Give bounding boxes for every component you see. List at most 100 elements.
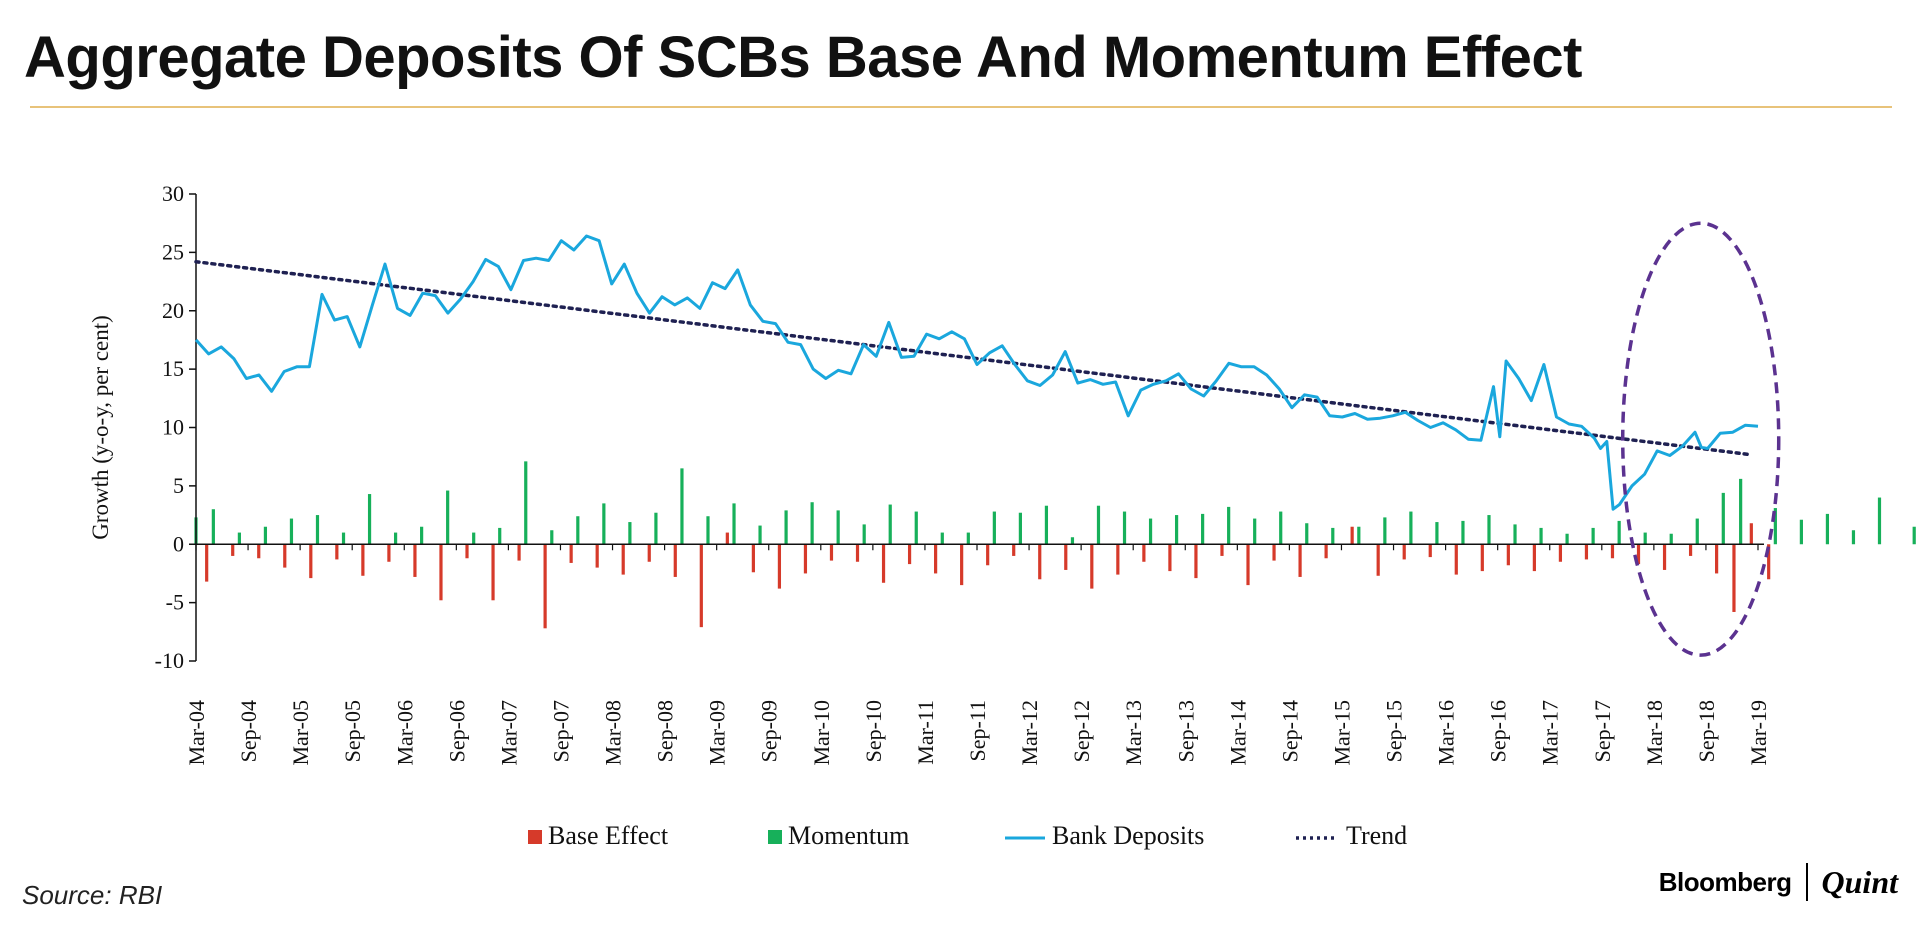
base-effect-bar	[1116, 544, 1120, 575]
momentum-bar	[1487, 515, 1491, 545]
base-effect-bar	[1610, 544, 1615, 559]
base-effect-bar	[803, 544, 808, 574]
base-effect-bar	[439, 544, 443, 601]
momentum-bar	[237, 532, 241, 545]
momentum-bar	[628, 522, 632, 545]
x-tick-label: Mar-17	[1538, 700, 1563, 766]
x-tick-label: Mar-13	[1121, 700, 1146, 766]
legend-momentum-label: Momentum	[788, 821, 909, 850]
x-tick-label: Sep-11	[965, 700, 990, 762]
momentum-bar	[1721, 492, 1725, 545]
x-tick-label: Sep-14	[1277, 700, 1302, 762]
chart-title: Aggregate Deposits Of SCBs Base And Mome…	[24, 25, 1582, 90]
momentum-bar	[1435, 522, 1439, 545]
momentum-bar	[263, 526, 268, 545]
base-effect-bar	[986, 544, 990, 566]
x-tick-label: Mar-08	[601, 700, 626, 766]
base-effect-bar	[413, 544, 417, 577]
base-effect-bar	[1168, 544, 1172, 572]
momentum-bar	[914, 511, 918, 545]
y-tick-label: 5	[173, 473, 184, 498]
momentum-bar	[1825, 513, 1830, 545]
momentum-bar	[1877, 497, 1882, 545]
momentum-bar	[1799, 519, 1803, 545]
legend-base-effect: Base Effect	[528, 821, 669, 850]
momentum-bar	[1227, 506, 1231, 545]
momentum-bar	[1617, 520, 1621, 545]
x-tick-label: Mar-09	[705, 700, 730, 766]
momentum-bar	[732, 503, 736, 545]
y-tick-label: 15	[162, 356, 184, 381]
x-tick-label: Mar-11	[913, 700, 938, 765]
base-effect-bar	[1402, 544, 1406, 560]
x-tick-label: Mar-04	[184, 700, 209, 766]
y-axis-label: Growth (y-o-y, per cent)	[88, 315, 113, 540]
x-tick-label: Mar-06	[392, 700, 417, 766]
momentum-bar	[940, 532, 944, 545]
trend-line	[194, 259, 1750, 457]
momentum-bar	[758, 525, 762, 545]
base-effect-bar	[621, 544, 625, 575]
x-tick-label: Sep-06	[444, 700, 469, 762]
base-effect-bar	[1480, 544, 1484, 572]
base-effect-bar	[595, 544, 599, 568]
momentum-bar	[1539, 527, 1543, 545]
base-effect-bar	[1732, 544, 1736, 612]
base-effect-bar	[465, 544, 469, 559]
momentum-bar	[1357, 526, 1361, 545]
base-effect-bar	[855, 544, 860, 562]
base-effect-bar	[1012, 544, 1016, 556]
base-effect-bar	[1558, 544, 1563, 562]
base-effect-bar	[517, 544, 521, 561]
base-effect-bar	[1636, 544, 1641, 565]
momentum-bar	[498, 527, 502, 545]
momentum-bar	[1591, 527, 1595, 545]
y-tick-label: -10	[155, 648, 184, 673]
base-effect-bar	[1715, 544, 1719, 574]
x-tick-label: Mar-07	[496, 700, 521, 766]
x-tick-label: Sep-08	[653, 700, 678, 762]
momentum-bar	[1383, 517, 1387, 545]
x-tick-label: Sep-13	[1173, 700, 1198, 762]
momentum-bar	[1565, 533, 1569, 545]
x-tick-label: Mar-16	[1434, 700, 1459, 766]
momentum-bar	[1044, 505, 1049, 545]
base-effect-bar	[1194, 544, 1198, 579]
x-tick-label: Mar-10	[809, 700, 834, 766]
base-effect-bar	[1454, 544, 1458, 575]
momentum-bar	[992, 511, 996, 545]
base-effect-bar	[1688, 544, 1693, 556]
momentum-bar	[1122, 511, 1127, 545]
momentum-bar	[836, 510, 840, 545]
y-tick-label: 0	[173, 531, 184, 556]
x-tick-label: Sep-18	[1694, 700, 1719, 762]
base-effect-bar	[1064, 544, 1068, 570]
momentum-bar	[1739, 478, 1743, 545]
x-tick-label: Mar-05	[288, 700, 313, 766]
momentum-bar	[1070, 537, 1075, 545]
momentum-bar	[367, 494, 372, 545]
legend-bank-deposits: Bank Deposits	[1005, 821, 1204, 850]
base-effect-bar	[257, 544, 261, 559]
base-effect-bar	[699, 544, 703, 628]
momentum-bar	[966, 532, 970, 545]
momentum-bar	[315, 515, 320, 545]
brand-logo: Bloomberg Quint	[1659, 860, 1898, 904]
base-effect-bar	[934, 544, 938, 574]
base-effect-bar	[1220, 544, 1224, 556]
momentum-bar	[289, 518, 294, 545]
momentum-bar	[1018, 512, 1022, 545]
x-tick-label: Sep-10	[861, 700, 886, 762]
bars-layer	[194, 461, 1916, 629]
momentum-bar	[393, 532, 398, 545]
base-effect-bar	[335, 544, 339, 560]
base-effect-bar	[1272, 544, 1276, 561]
base-effect-bar	[205, 544, 209, 582]
base-effect-bar	[1324, 544, 1328, 559]
x-tick-label: Sep-12	[1069, 700, 1094, 762]
base-effect-bar	[1376, 544, 1380, 576]
momentum-bar	[1409, 511, 1413, 545]
highlight-ellipse	[1620, 221, 1781, 657]
momentum-bar	[1148, 518, 1153, 545]
